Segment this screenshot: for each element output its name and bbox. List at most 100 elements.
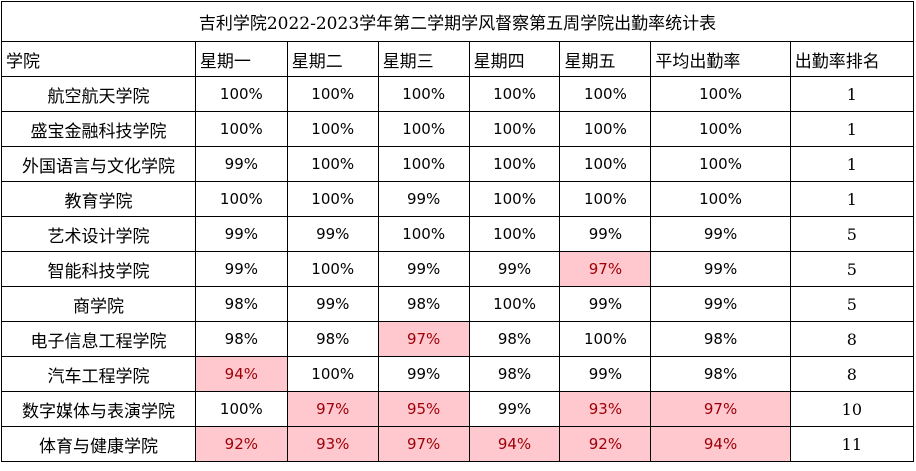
table-row: 汽车工程学院 94% 100% 99% 98% 99% 98% 8 [1,356,915,392]
rank-cell: 1 [789,181,915,217]
tuesday-cell: 100% [286,146,379,182]
wednesday-cell: 99% [377,181,470,217]
tuesday-cell: 99% [286,216,379,252]
table-row: 教育学院 100% 100% 99% 100% 100% 100% 1 [1,181,915,217]
college-cell: 汽车工程学院 [1,356,196,392]
tuesday-cell: 100% [286,76,379,112]
tuesday-cell: 93% [286,426,379,462]
average-cell: 99% [650,286,791,322]
college-cell: 电子信息工程学院 [1,321,196,357]
college-cell: 艺术设计学院 [1,216,196,252]
thursday-cell: 100% [468,216,561,252]
table-row: 航空航天学院 100% 100% 100% 100% 100% 100% 1 [1,76,915,112]
table-row: 智能科技学院 99% 100% 99% 99% 97% 99% 5 [1,251,915,287]
friday-cell: 100% [559,146,652,182]
average-cell: 100% [650,146,791,182]
table-row: 数字媒体与表演学院 100% 97% 95% 99% 93% 97% 10 [1,391,915,427]
college-cell: 体育与健康学院 [1,426,196,462]
rank-cell: 1 [789,146,915,182]
thursday-cell: 94% [468,426,561,462]
wednesday-cell: 100% [377,146,470,182]
average-cell: 99% [650,216,791,252]
thursday-cell: 100% [468,76,561,112]
monday-cell: 100% [194,111,288,147]
thursday-cell: 98% [468,321,561,357]
average-cell: 100% [650,76,791,112]
average-cell: 98% [650,356,791,392]
attendance-table: 吉利学院2022-2023学年第二学期学风督察第五周学院出勤率统计表 学院 星期… [1,1,915,462]
tuesday-cell: 100% [286,356,379,392]
monday-cell: 100% [194,76,288,112]
header-monday: 星期一 [194,41,288,77]
college-cell: 数字媒体与表演学院 [1,391,196,427]
thursday-cell: 100% [468,181,561,217]
friday-cell: 100% [559,321,652,357]
header-friday: 星期五 [559,41,652,77]
friday-cell: 97% [559,251,652,287]
friday-cell: 100% [559,76,652,112]
thursday-cell: 100% [468,111,561,147]
thursday-cell: 100% [468,146,561,182]
tuesday-cell: 100% [286,181,379,217]
wednesday-cell: 95% [377,391,470,427]
rank-cell: 10 [789,391,915,427]
header-college: 学院 [1,41,196,77]
rank-cell: 5 [789,251,915,287]
tuesday-cell: 100% [286,111,379,147]
average-cell: 100% [650,111,791,147]
college-cell: 教育学院 [1,181,196,217]
header-average: 平均出勤率 [650,41,791,77]
college-cell: 外国语言与文化学院 [1,146,196,182]
wednesday-cell: 98% [377,286,470,322]
monday-cell: 92% [194,426,288,462]
friday-cell: 100% [559,181,652,217]
monday-cell: 100% [194,181,288,217]
friday-cell: 100% [559,111,652,147]
wednesday-cell: 97% [377,321,470,357]
friday-cell: 99% [559,286,652,322]
average-cell: 99% [650,251,791,287]
rank-cell: 1 [789,111,915,147]
average-cell: 100% [650,181,791,217]
header-wednesday: 星期三 [377,41,470,77]
monday-cell: 99% [194,251,288,287]
table-row: 电子信息工程学院 98% 98% 97% 98% 100% 98% 8 [1,321,915,357]
wednesday-cell: 100% [377,76,470,112]
header-row: 学院 星期一 星期二 星期三 星期四 星期五 平均出勤率 出勤率排名 [1,41,915,77]
monday-cell: 94% [194,356,288,392]
table-title: 吉利学院2022-2023学年第二学期学风督察第五周学院出勤率统计表 [1,1,914,42]
wednesday-cell: 99% [377,356,470,392]
average-cell: 97% [650,391,791,427]
table-row: 艺术设计学院 99% 99% 100% 100% 99% 99% 5 [1,216,915,252]
rank-cell: 8 [789,356,915,392]
wednesday-cell: 100% [377,216,470,252]
rank-cell: 11 [789,426,915,462]
rank-cell: 8 [789,321,915,357]
monday-cell: 98% [194,321,288,357]
friday-cell: 99% [559,356,652,392]
college-cell: 航空航天学院 [1,76,196,112]
monday-cell: 99% [194,216,288,252]
table-row: 外国语言与文化学院 99% 100% 100% 100% 100% 100% 1 [1,146,915,182]
rank-cell: 5 [789,286,915,322]
wednesday-cell: 99% [377,251,470,287]
average-cell: 98% [650,321,791,357]
tuesday-cell: 97% [286,391,379,427]
table-row: 商学院 98% 99% 98% 100% 99% 99% 5 [1,286,915,322]
college-cell: 商学院 [1,286,196,322]
thursday-cell: 99% [468,391,561,427]
header-thursday: 星期四 [468,41,561,77]
friday-cell: 93% [559,391,652,427]
tuesday-cell: 98% [286,321,379,357]
table-row: 体育与健康学院 92% 93% 97% 94% 92% 94% 11 [1,426,915,462]
monday-cell: 98% [194,286,288,322]
wednesday-cell: 97% [377,426,470,462]
tuesday-cell: 99% [286,286,379,322]
monday-cell: 100% [194,391,288,427]
college-cell: 盛宝金融科技学院 [1,111,196,147]
thursday-cell: 100% [468,286,561,322]
friday-cell: 92% [559,426,652,462]
monday-cell: 99% [194,146,288,182]
average-cell: 94% [650,426,791,462]
thursday-cell: 99% [468,251,561,287]
